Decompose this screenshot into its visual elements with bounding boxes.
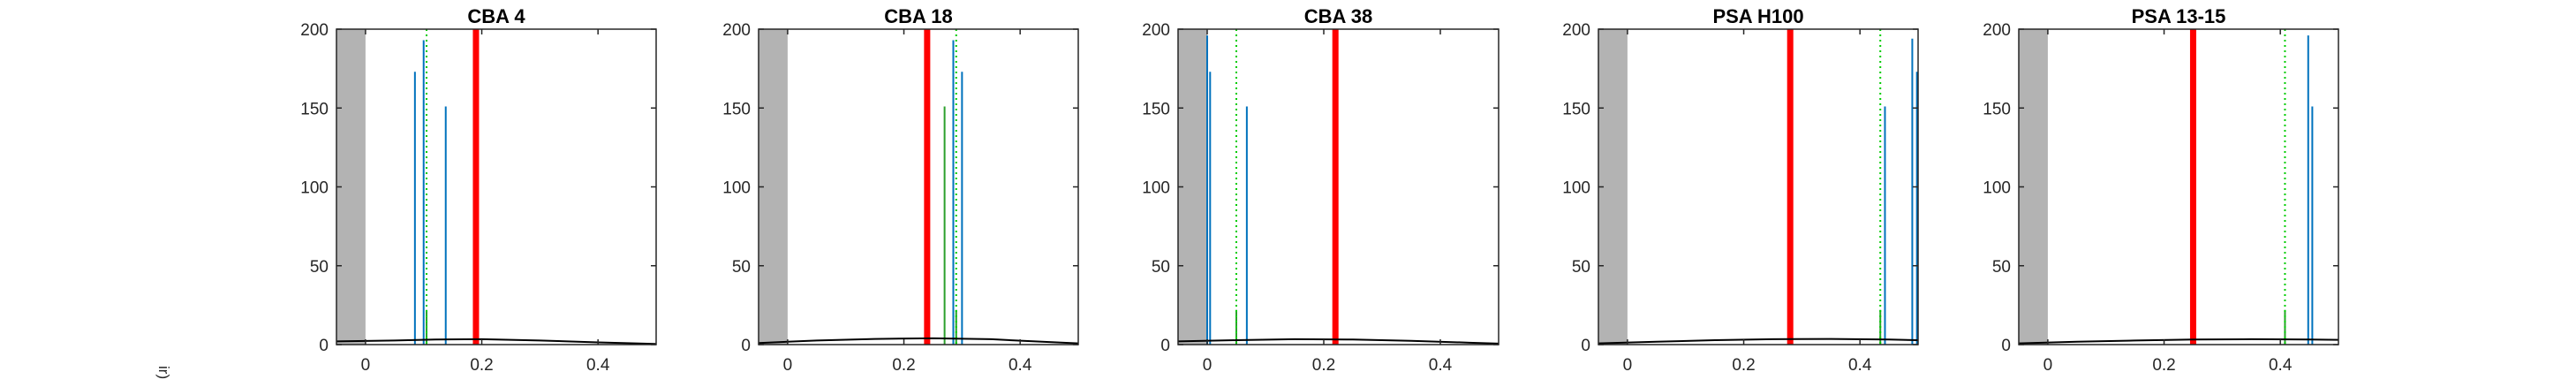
y-tick-label: 100 [722,179,751,198]
y-tick-label: 50 [732,258,751,277]
y-tick-label: 200 [300,21,329,40]
x-tick-label: 0.4 [2269,356,2293,375]
axes-box [336,28,657,345]
x-tick-label: 0.4 [1008,356,1032,375]
y-tick-label: 100 [1142,179,1170,198]
y-tick-label: 150 [1562,100,1590,118]
x-tick-label: 0.2 [892,356,915,375]
axes-box [2018,28,2339,345]
x-tick-label: 0.4 [586,356,610,375]
x-tick-label: 0.2 [470,356,493,375]
y-tick-label: 0 [319,337,329,355]
y-tick-label: 0 [1581,337,1590,355]
x-tick-label: 0 [783,356,793,375]
chart-panel-4: 0 50 100 150 200 0 0.2 0.4 PSA H100 [1562,5,1919,375]
y-tick-label: 50 [1992,258,2011,277]
y-tick-label: 50 [1572,258,1590,277]
y-tick-label: 150 [722,100,751,118]
chart-title: CBA 38 [1304,5,1372,27]
y-tick-label: 200 [1142,21,1170,40]
y-tick-label: 50 [310,258,329,277]
x-tick-label: 0.4 [1429,356,1453,375]
x-tick-label: 0.4 [1848,356,1872,375]
axes-box [758,28,1079,345]
y-tick-label: 150 [300,100,329,118]
y-tick-label: 200 [1562,21,1590,40]
y-tick-label: 200 [1983,21,2011,40]
x-tick-label: 0 [2043,356,2053,375]
x-tick-label: 0.2 [2152,356,2175,375]
density-curve [2018,338,2339,345]
density-curve [758,337,1079,345]
chart-panel-1: 0 50 100 150 200 0 0.2 0.4 CBA 4 [300,5,657,375]
y-tick-label: 0 [2001,337,2011,355]
y-tick-label: 200 [722,21,751,40]
y-tick-label: 150 [1142,100,1170,118]
y-axis-label-fragment: ir) [155,366,172,380]
chart-panel-5: 0 50 100 150 200 0 0.2 0.4 PSA 13-15 [1983,5,2339,375]
chart-panel-3: 0 50 100 150 200 0 0.2 0.4 CBA 38 [1142,5,1500,375]
chart-title: CBA 4 [467,5,525,27]
chart-title: PSA 13-15 [2132,5,2226,27]
y-tick-label: 50 [1152,258,1170,277]
y-tick-label: 0 [1160,337,1170,355]
y-tick-label: 150 [1983,100,2011,118]
y-tick-label: 100 [1983,179,2011,198]
x-tick-label: 0 [1623,356,1633,375]
density-curve [336,338,657,345]
x-tick-label: 0 [1203,356,1212,375]
x-tick-label: 0 [361,356,371,375]
y-tick-label: 0 [741,337,751,355]
y-tick-label: 100 [1562,179,1590,198]
density-curve [1177,338,1500,345]
axes-box [1598,28,1919,345]
chart-title: PSA H100 [1712,5,1803,27]
chart-panel-2: 0 50 100 150 200 0 0.2 0.4 CBA 18 [722,5,1079,375]
x-tick-label: 0.2 [1312,356,1335,375]
chart-title: CBA 18 [884,5,952,27]
density-curve [1598,338,1919,345]
x-tick-label: 0.2 [1732,356,1755,375]
y-tick-label: 100 [300,179,329,198]
